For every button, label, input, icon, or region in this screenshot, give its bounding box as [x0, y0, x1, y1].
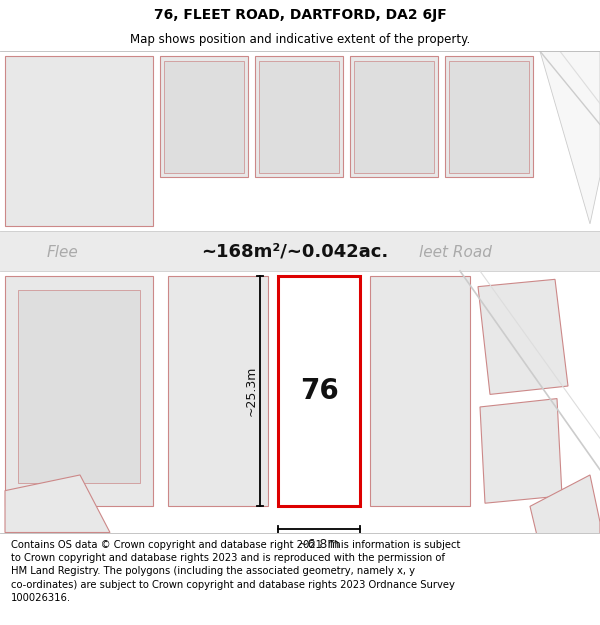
Text: 76: 76	[299, 378, 338, 405]
Polygon shape	[5, 475, 110, 532]
Bar	[164, 61, 244, 172]
Bar	[5, 276, 153, 506]
Bar	[370, 276, 470, 506]
Bar	[18, 290, 140, 483]
Bar	[445, 56, 533, 177]
Bar	[0, 231, 600, 271]
Bar	[5, 56, 153, 226]
Bar	[449, 61, 529, 172]
Bar	[354, 61, 434, 172]
Bar	[259, 61, 339, 172]
Text: ~168m²/~0.042ac.: ~168m²/~0.042ac.	[202, 242, 389, 260]
Text: 76, FLEET ROAD, DARTFORD, DA2 6JF: 76, FLEET ROAD, DARTFORD, DA2 6JF	[154, 8, 446, 22]
Polygon shape	[480, 399, 562, 503]
Text: ~25.3m: ~25.3m	[245, 366, 257, 416]
Bar	[350, 56, 438, 177]
Bar	[255, 56, 343, 177]
Bar	[168, 276, 268, 506]
Polygon shape	[478, 279, 568, 394]
Text: Map shows position and indicative extent of the property.: Map shows position and indicative extent…	[130, 34, 470, 46]
Text: Flee: Flee	[46, 244, 78, 259]
Text: Contains OS data © Crown copyright and database right 2021. This information is : Contains OS data © Crown copyright and d…	[11, 540, 460, 602]
Text: ~6.8m: ~6.8m	[298, 538, 340, 551]
Polygon shape	[540, 51, 600, 224]
Polygon shape	[530, 475, 600, 574]
Bar	[278, 276, 360, 506]
Text: leet Road: leet Road	[419, 244, 491, 259]
Bar	[160, 56, 248, 177]
